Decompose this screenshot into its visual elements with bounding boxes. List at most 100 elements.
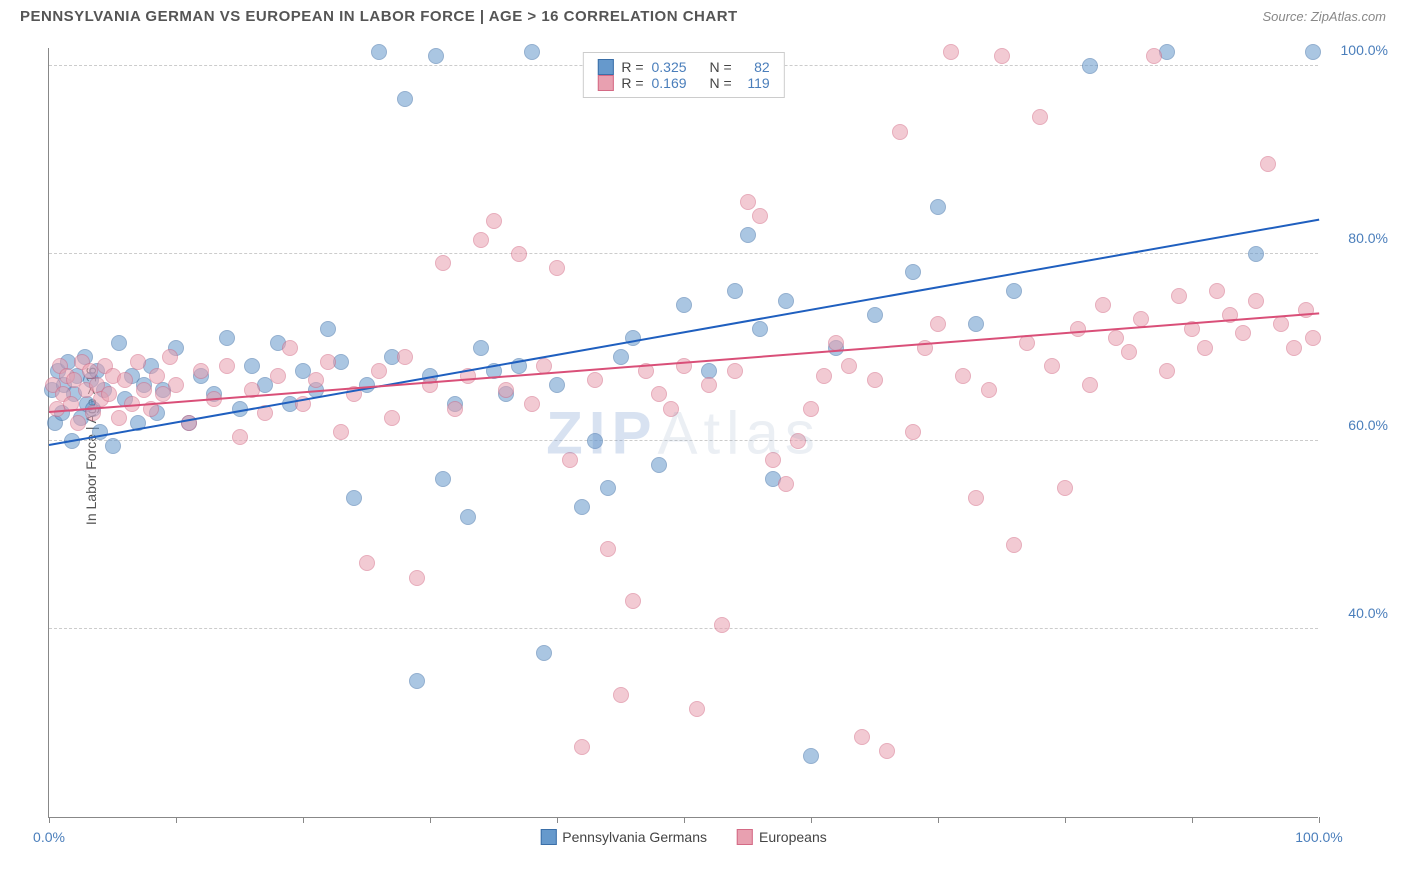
data-point xyxy=(447,401,463,417)
data-point xyxy=(1082,58,1098,74)
data-point xyxy=(232,429,248,445)
trend-line xyxy=(49,313,1319,414)
data-point xyxy=(841,358,857,374)
data-point xyxy=(1209,283,1225,299)
data-point xyxy=(676,297,692,313)
data-point xyxy=(663,401,679,417)
data-point xyxy=(130,354,146,370)
data-point xyxy=(486,213,502,229)
data-point xyxy=(524,44,540,60)
data-point xyxy=(117,372,133,388)
data-point xyxy=(1057,480,1073,496)
data-point xyxy=(282,340,298,356)
data-point xyxy=(549,260,565,276)
data-point xyxy=(879,743,895,759)
data-point xyxy=(600,480,616,496)
data-point xyxy=(1095,297,1111,313)
data-point xyxy=(371,44,387,60)
data-point xyxy=(136,382,152,398)
data-point xyxy=(320,321,336,337)
scatter-chart: ZIPAtlas R = 0.325N = 82R = 0.169N = 119… xyxy=(48,48,1318,818)
data-point xyxy=(943,44,959,60)
data-point xyxy=(562,452,578,468)
legend-series-item: Europeans xyxy=(737,829,827,845)
legend-r-label: R = xyxy=(621,59,643,75)
data-point xyxy=(867,307,883,323)
x-tick xyxy=(176,817,177,823)
data-point xyxy=(1305,44,1321,60)
x-tick xyxy=(938,817,939,823)
legend-stats: R = 0.325N = 82R = 0.169N = 119 xyxy=(582,52,784,98)
data-point xyxy=(1032,109,1048,125)
data-point xyxy=(1197,340,1213,356)
data-point xyxy=(111,410,127,426)
legend-series-label: Europeans xyxy=(759,829,827,845)
data-point xyxy=(397,349,413,365)
data-point xyxy=(397,91,413,107)
legend-stat-row: R = 0.169N = 119 xyxy=(597,75,769,91)
data-point xyxy=(1273,316,1289,332)
x-tick xyxy=(430,817,431,823)
data-point xyxy=(892,124,908,140)
legend-swatch xyxy=(597,59,613,75)
data-point xyxy=(778,293,794,309)
data-point xyxy=(524,396,540,412)
data-point xyxy=(651,457,667,473)
data-point xyxy=(1006,537,1022,553)
data-point xyxy=(587,433,603,449)
legend-swatch xyxy=(597,75,613,91)
x-tick xyxy=(1192,817,1193,823)
y-tick-label: 80.0% xyxy=(1328,230,1388,246)
data-point xyxy=(689,701,705,717)
data-point xyxy=(701,377,717,393)
x-tick xyxy=(49,817,50,823)
data-point xyxy=(968,316,984,332)
y-tick-label: 40.0% xyxy=(1328,605,1388,621)
data-point xyxy=(105,438,121,454)
data-point xyxy=(422,377,438,393)
data-point xyxy=(473,232,489,248)
data-point xyxy=(727,283,743,299)
data-point xyxy=(1108,330,1124,346)
data-point xyxy=(1044,358,1060,374)
data-point xyxy=(70,415,86,431)
data-point xyxy=(536,645,552,661)
legend-n-label: N = xyxy=(710,59,732,75)
x-tick xyxy=(303,817,304,823)
data-point xyxy=(460,509,476,525)
data-point xyxy=(790,433,806,449)
data-point xyxy=(428,48,444,64)
data-point xyxy=(162,349,178,365)
data-point xyxy=(981,382,997,398)
data-point xyxy=(803,401,819,417)
x-tick xyxy=(557,817,558,823)
data-point xyxy=(854,729,870,745)
data-point xyxy=(600,541,616,557)
legend-n-label: N = xyxy=(710,75,732,91)
data-point xyxy=(816,368,832,384)
data-point xyxy=(549,377,565,393)
data-point xyxy=(613,687,629,703)
data-point xyxy=(473,340,489,356)
data-point xyxy=(168,377,184,393)
data-point xyxy=(409,673,425,689)
data-point xyxy=(587,372,603,388)
legend-stat-row: R = 0.325N = 82 xyxy=(597,59,769,75)
data-point xyxy=(727,363,743,379)
data-point xyxy=(346,490,362,506)
data-point xyxy=(574,739,590,755)
data-point xyxy=(498,382,514,398)
data-point xyxy=(1286,340,1302,356)
data-point xyxy=(930,199,946,215)
data-point xyxy=(740,194,756,210)
data-point xyxy=(101,386,117,402)
legend-r-label: R = xyxy=(621,75,643,91)
data-point xyxy=(905,264,921,280)
y-tick-label: 60.0% xyxy=(1328,417,1388,433)
chart-title: PENNSYLVANIA GERMAN VS EUROPEAN IN LABOR… xyxy=(20,8,738,25)
data-point xyxy=(244,358,260,374)
legend-swatch xyxy=(737,829,753,845)
data-point xyxy=(111,335,127,351)
data-point xyxy=(994,48,1010,64)
data-point xyxy=(1235,325,1251,341)
